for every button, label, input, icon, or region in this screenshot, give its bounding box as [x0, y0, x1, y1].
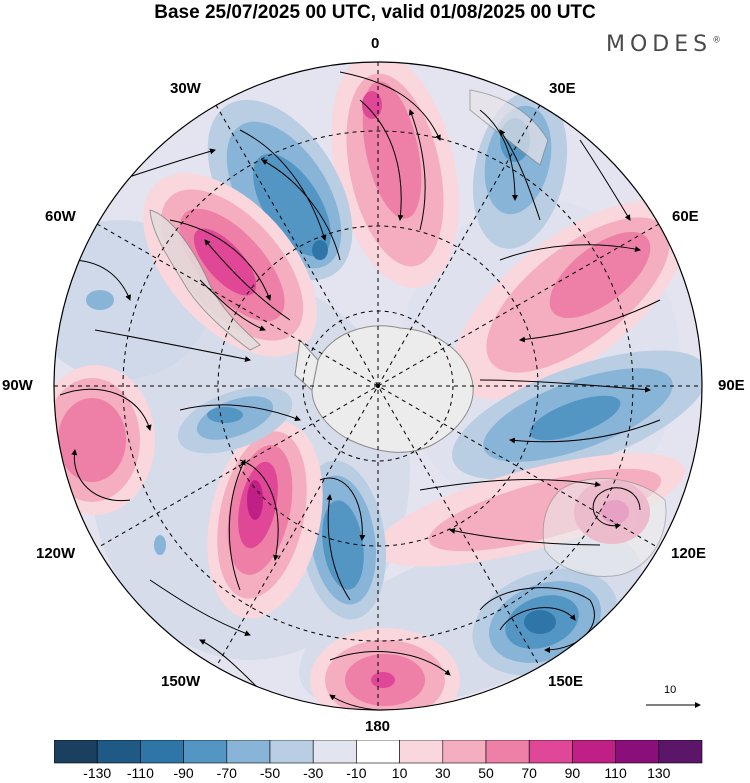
antarctica-land — [311, 325, 474, 453]
colorbar-tick-label: -70 — [216, 765, 237, 781]
colorbar-tick-label: -110 — [126, 765, 154, 781]
colorbar-tick-label: 110 — [604, 765, 627, 781]
africa-land — [469, 89, 549, 166]
colorbar-tick-label: 50 — [478, 765, 494, 781]
lon-label-120e: 120E — [671, 545, 707, 562]
colorbar-swatch — [485, 740, 530, 764]
colorbar-swatch — [54, 740, 98, 764]
colorbar-swatch — [658, 740, 703, 764]
lon-label-150e: 150E — [548, 673, 584, 690]
colorbar-tick-label: -90 — [173, 765, 194, 781]
colorbar-tick-label: 70 — [521, 765, 537, 781]
colorbar-tick-label: 30 — [435, 765, 451, 781]
colorbar-swatch — [226, 740, 271, 764]
colorbar-tick-label: 10 — [391, 765, 408, 781]
polar-map — [53, 61, 703, 711]
lon-label-180: 180 — [365, 718, 391, 735]
anomaly-field — [54, 62, 702, 710]
new-zealand-land — [609, 667, 641, 701]
lon-label-90w: 90W — [2, 377, 33, 394]
lon-label-60w: 60W — [45, 208, 76, 225]
reference-vector-label: 10 — [664, 684, 677, 696]
colorbar-tick-label: -50 — [259, 765, 281, 781]
lon-label-150w: 150W — [161, 673, 201, 690]
lon-label-30e: 30E — [549, 80, 576, 97]
colorbar-tick-label: -30 — [303, 765, 324, 781]
colorbar-swatch — [183, 740, 228, 764]
colorbar-swatch — [269, 740, 314, 764]
map-title: Base 25/07/2025 00 UTC, valid 01/08/2025… — [154, 2, 596, 23]
colorbar-swatch — [356, 740, 400, 764]
colorbar-swatch — [399, 740, 444, 764]
lon-label-30w: 30W — [170, 80, 201, 97]
south-america-land — [149, 209, 261, 351]
colorbar-tick-label: -10 — [346, 765, 367, 781]
lon-label-60e: 60E — [672, 208, 699, 225]
brand-registered-mark: ® — [712, 35, 722, 46]
lon-label-0: 0 — [371, 35, 380, 52]
colorbar-swatch — [140, 740, 184, 764]
colorbar — [54, 740, 703, 764]
map-boundary — [53, 61, 703, 711]
colorbar-tick-label: -130 — [83, 765, 112, 781]
colorbar-swatch — [615, 740, 660, 764]
colorbar-swatch — [572, 740, 616, 764]
modes-logo: MODES® — [606, 32, 721, 57]
australia-land — [542, 478, 667, 577]
colorbar-swatch — [96, 740, 141, 764]
colorbar-swatch — [528, 740, 573, 764]
colorbar-swatch — [442, 740, 487, 764]
lon-label-90e: 90E — [718, 377, 745, 394]
colorbar-swatch — [312, 740, 357, 764]
brand-text: MODES — [606, 32, 713, 57]
colorbar-tick-label: 90 — [564, 765, 581, 781]
colorbar-tick-label: 130 — [647, 765, 671, 781]
lon-label-120w: 120W — [36, 545, 76, 562]
